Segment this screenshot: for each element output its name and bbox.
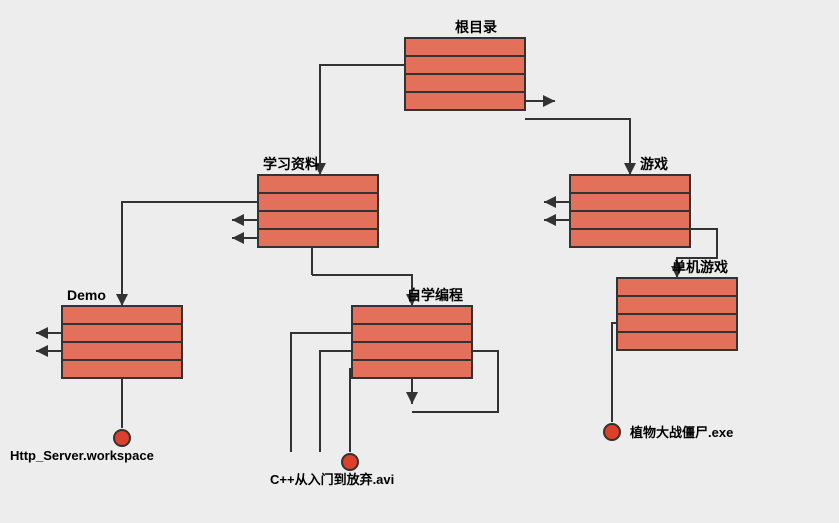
dir-stripe [617, 278, 737, 296]
edge [350, 369, 352, 452]
dir-stripe [62, 342, 182, 360]
dir-stripe [258, 229, 378, 247]
edge [122, 202, 258, 306]
dir-stripe [62, 360, 182, 378]
dir-stripe [352, 306, 472, 324]
dir-stripe [405, 74, 525, 92]
dir-stripe [617, 314, 737, 332]
files-layer: Http_Server.workspace C++从入门到放弃.avi 植物大战僵尸… [10, 424, 733, 487]
dir-label: 游戏 [640, 156, 668, 172]
dir-label: 自学编程 [407, 287, 463, 303]
dir-stripe [570, 211, 690, 229]
dir-stripe [405, 56, 525, 74]
file-dot [342, 454, 358, 470]
edge [320, 351, 352, 452]
dir-node-selfp: 自学编程 [352, 287, 472, 378]
file-label: Http_Server.workspace [10, 448, 154, 463]
dir-stripe [258, 175, 378, 193]
dir-stripe [570, 229, 690, 247]
edge [320, 65, 405, 175]
dir-stripe [570, 175, 690, 193]
file-dot [604, 424, 620, 440]
dir-stripe [405, 38, 525, 56]
file-label: 植物大战僵尸.exe [629, 425, 733, 440]
dir-stripe [352, 342, 472, 360]
edges-layer [36, 65, 717, 452]
dir-node-root: 根目录 [405, 19, 525, 110]
dir-stripe [570, 193, 690, 211]
dir-stripe [258, 193, 378, 211]
dir-label: 单机游戏 [672, 259, 728, 275]
dir-stripe [352, 360, 472, 378]
dir-stripe [617, 296, 737, 314]
dir-node-single: 单机游戏 [617, 259, 737, 350]
dir-stripe [62, 306, 182, 324]
edge [525, 119, 630, 175]
dir-stripe [617, 332, 737, 350]
dir-stripe [405, 92, 525, 110]
dir-label: Demo [67, 287, 106, 303]
dir-node-study: 学习资料 [258, 156, 378, 247]
dir-label: 根目录 [455, 19, 497, 35]
dir-stripe [352, 324, 472, 342]
edge [312, 275, 412, 306]
dir-label: 学习资料 [263, 156, 319, 172]
file-dot [114, 430, 130, 446]
dir-stripe [258, 211, 378, 229]
file-label: C++从入门到放弃.avi [270, 472, 394, 487]
nodes-layer: 根目录学习资料 游戏 Demo 自学编程 单机游戏 [62, 19, 737, 378]
dir-stripe [62, 324, 182, 342]
